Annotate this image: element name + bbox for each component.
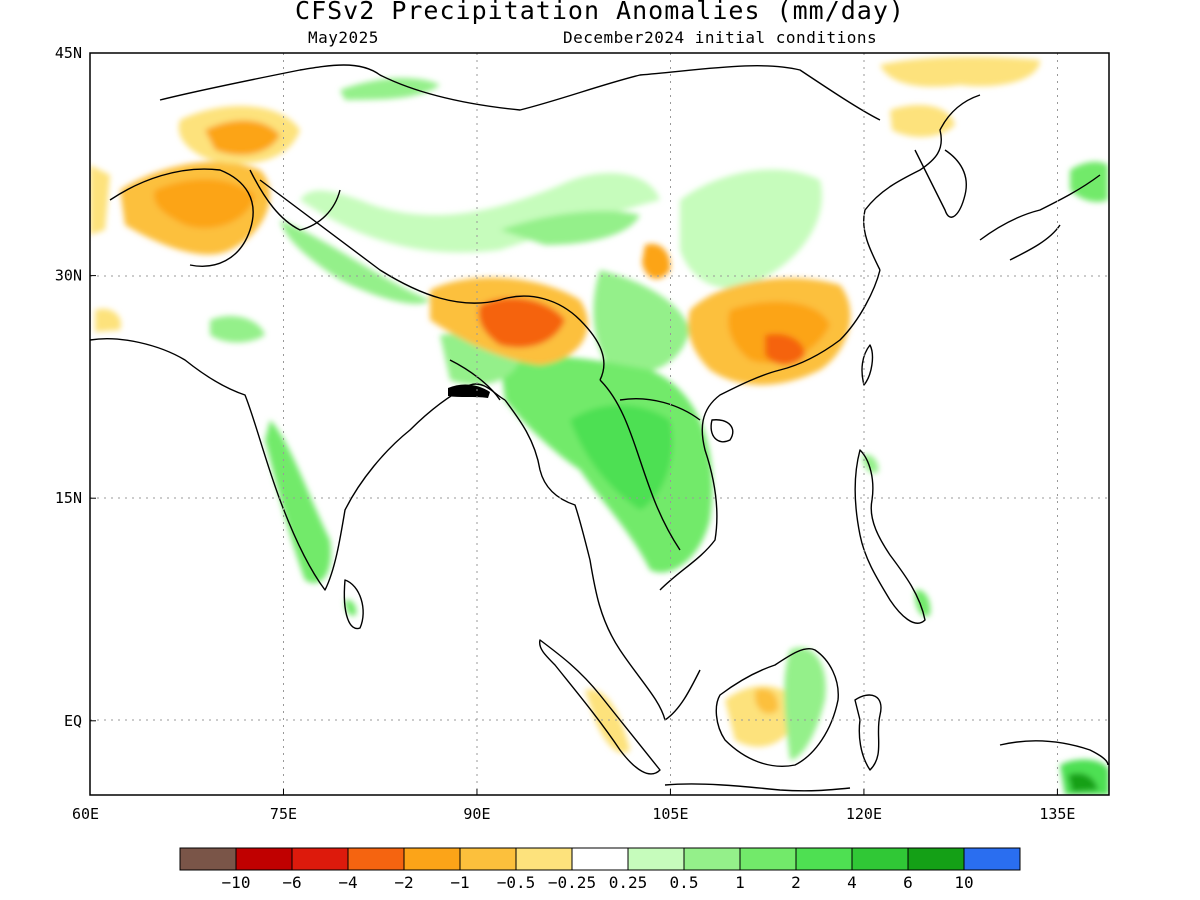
dry-korea (890, 105, 955, 137)
wet-yunnan-sichuan (593, 270, 690, 374)
wet-himalaya-strip (280, 220, 430, 304)
wet-sri-lanka (345, 599, 357, 616)
colorbar-label: 2 (791, 873, 801, 892)
dry-west-edge (90, 165, 110, 235)
colorbar-swatch (347, 847, 405, 871)
map-frame (89, 52, 1110, 796)
colorbar-swatch (291, 847, 349, 871)
coast-sulawesi (854, 694, 882, 771)
colorbar-label: 1 (735, 873, 745, 892)
x-axis: 60E 75E 90E 105E 120E 135E (72, 789, 1075, 823)
coast-vietnam (659, 269, 881, 591)
colorbar-swatch (571, 847, 629, 871)
wet-papua-core (1068, 773, 1098, 792)
colorbar-label: −6 (282, 873, 301, 892)
dry-manchuria (880, 56, 1040, 87)
colorbar-label: 0.5 (670, 873, 699, 892)
dry-borneo (725, 686, 800, 747)
border-bangladesh (449, 359, 501, 401)
colorbar-swatch (851, 847, 909, 871)
dry-core-pamir (205, 120, 280, 155)
y-tick-label-30n: 30N (55, 267, 82, 285)
colorbar-swatch (627, 847, 685, 871)
coast-india-pakistan (90, 338, 506, 591)
colorbar-label: 0.25 (609, 873, 648, 892)
colorbar-label: −2 (394, 873, 413, 892)
colorbar-label: 6 (903, 873, 913, 892)
y-tick-label-45n: 45N (55, 44, 82, 62)
coast-philippines (854, 449, 926, 624)
colorbar-swatch (795, 847, 853, 871)
x-tick-label-105e: 105E (652, 805, 688, 823)
wet-tibet-band (300, 173, 660, 253)
colorbar: −10 −6 −4 −2 −1 −0.5 −0.25 0.25 0.5 1 2 4 6 10 (179, 847, 1021, 892)
coast-papua (999, 740, 1109, 766)
coast-borneo (715, 648, 839, 767)
coast-sri-lanka (343, 579, 364, 630)
coast-sumatra (538, 639, 661, 775)
border-himalaya (259, 179, 605, 381)
colorbar-label: 10 (954, 873, 973, 892)
border-afghan (109, 168, 254, 267)
wet-western-ghats (265, 420, 331, 584)
wet-indochina-core (570, 405, 673, 510)
wet-tibet-core (500, 210, 640, 245)
wet-central-china (680, 169, 822, 289)
dry-borneo-core (755, 688, 779, 714)
y-axis: 45N 30N 15N EQ (55, 44, 96, 730)
dry-sichuan-spot (642, 243, 671, 279)
wet-borneo-east (784, 647, 826, 760)
coast-taiwan (861, 344, 874, 386)
colorbar-swatch (683, 847, 741, 871)
y-tick-label-15n: 15N (55, 489, 82, 507)
dry-guangdong (765, 333, 805, 365)
colorbar-swatch (739, 847, 797, 871)
grid-lines (90, 53, 1109, 795)
colorbar-swatch (459, 847, 517, 871)
colorbar-label: −1 (450, 873, 469, 892)
x-tick-label-135e: 135E (1039, 805, 1075, 823)
initial-conditions: December2024 initial conditions (563, 28, 878, 47)
coast-java (664, 783, 851, 792)
chart-title: CFSv2 Precipitation Anomalies (mm/day) (295, 0, 905, 25)
x-tick-label-60e: 60E (72, 805, 99, 823)
wet-japan (1070, 161, 1108, 202)
colorbar-label: −4 (338, 873, 357, 892)
colorbar-swatch (235, 847, 293, 871)
border-china-north (159, 64, 881, 121)
forecast-month: May2025 (308, 28, 379, 47)
colorbar-label: 4 (847, 873, 857, 892)
wet-india-west (210, 315, 265, 343)
colorbar-swatch (179, 847, 237, 871)
colorbar-label: −10 (222, 873, 251, 892)
border-indochina (599, 379, 701, 551)
x-tick-label-75e: 75E (270, 805, 297, 823)
dry-arabian-coast (95, 308, 121, 332)
colorbar-label: −0.5 (497, 873, 536, 892)
dry-sumatra (585, 689, 630, 754)
wet-mindanao (914, 589, 931, 617)
y-tick-label-eq: EQ (64, 712, 82, 730)
colorbar-label: −0.25 (548, 873, 596, 892)
bangladesh-delta (448, 384, 490, 398)
coast-hainan (710, 419, 734, 443)
dry-core-afghanistan (154, 179, 255, 229)
colorbar-swatch (403, 847, 461, 871)
dry-east-himalaya-core (478, 297, 565, 348)
border-tibet-west (249, 169, 341, 231)
dry-south-china-core (728, 301, 830, 364)
x-tick-label-120e: 120E (846, 805, 882, 823)
colorbar-swatch (963, 847, 1021, 871)
wet-mongolia-strip (340, 78, 440, 100)
colorbar-swatch (515, 847, 573, 871)
coast-korea-peninsula (914, 149, 967, 218)
colorbar-swatch (907, 847, 965, 871)
anomaly-field (90, 56, 1109, 795)
x-tick-label-90e: 90E (463, 805, 490, 823)
